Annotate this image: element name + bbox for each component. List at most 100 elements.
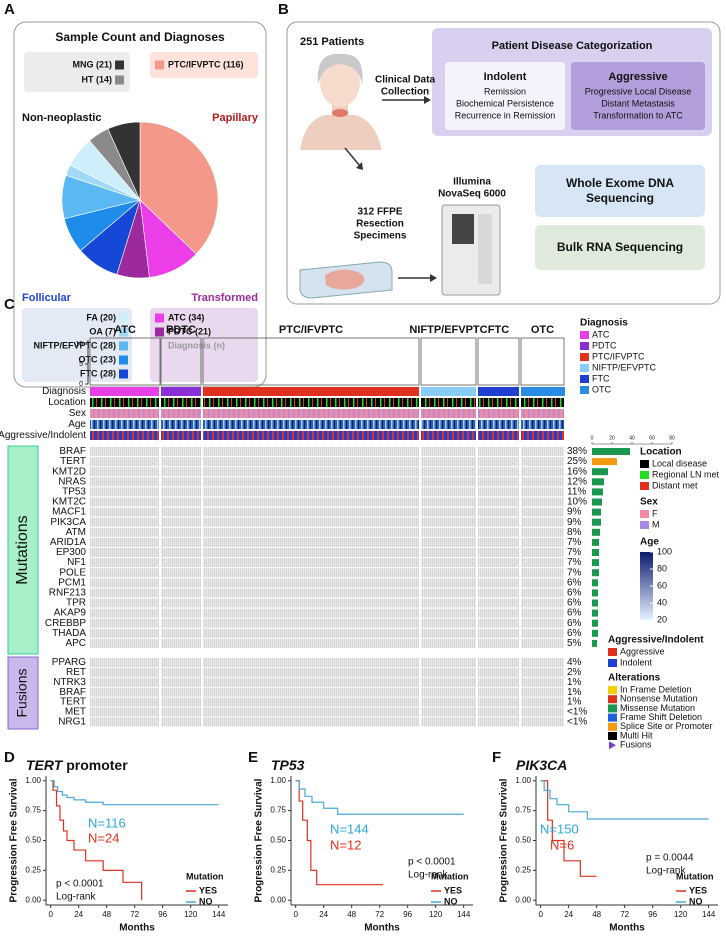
legend-label: Splice Site or Promoter [620, 721, 713, 731]
legend-label: HT (14) [81, 74, 112, 84]
n-label: N=6 [550, 837, 574, 852]
legend-swatch [119, 327, 128, 337]
legend-title: Age [640, 537, 659, 548]
legend-swatch [580, 353, 589, 361]
group-header: ATC [114, 324, 136, 336]
legend-label: NIFTP/EFVPTC (28) [33, 340, 116, 350]
n-label: N=12 [330, 837, 361, 852]
y-tick-label: 0.50 [515, 836, 531, 845]
mutation-row [90, 497, 564, 507]
track-label: Location [48, 397, 86, 408]
gene-label: BRAF [59, 687, 86, 698]
pct-label: 6% [567, 608, 582, 619]
diagnosis-track [203, 387, 420, 396]
count-tick-label: 10 [75, 341, 83, 348]
mutation-row [90, 608, 564, 618]
y-tick-label: 0.75 [25, 806, 41, 815]
legend-swatch [609, 741, 616, 750]
km-title: PIK3CA [516, 757, 567, 773]
gene-label: TP53 [62, 487, 86, 498]
legend-label: NO [199, 896, 213, 906]
pct-label: 16% [567, 466, 587, 477]
pct-bar [592, 589, 598, 597]
legend-label: FA (20) [86, 312, 116, 322]
pct-label: 6% [567, 628, 582, 639]
pct-label: 8% [567, 527, 582, 538]
pct-bar [592, 559, 599, 567]
mutation-row [90, 628, 564, 638]
km-title-rest: promoter [62, 757, 128, 773]
x-tick-label: 144 [212, 910, 226, 919]
legend-swatch [119, 341, 128, 351]
group-frame [477, 337, 520, 386]
wes-label: Whole Exome DNA [566, 176, 674, 190]
legend-label: In Frame Deletion [620, 684, 692, 694]
pct-label: 6% [567, 577, 582, 588]
patient-head [320, 57, 360, 107]
track-label: Sex [69, 408, 86, 419]
legend-title: Diagnosis [580, 318, 628, 329]
mutation-row [90, 447, 564, 456]
indolent-item: Recurrence in Remission [455, 110, 556, 120]
gene-label: PCM1 [58, 577, 86, 588]
p-value: p = 0.0044 [646, 853, 694, 864]
legend-label: F [652, 508, 658, 518]
legend-box [22, 308, 132, 382]
legend-title: Alterations [608, 673, 661, 684]
x-tick-label: 72 [620, 910, 629, 919]
legend-swatch [155, 327, 164, 337]
pct-bar [592, 599, 598, 607]
mutation-row [90, 558, 564, 568]
legend-label: Frame Shift Deletion [620, 712, 702, 722]
legend-swatch [119, 355, 128, 365]
x-axis-label: Months [364, 923, 400, 934]
legend-label: ATC [592, 329, 610, 339]
mutation-row [90, 507, 564, 517]
legend-swatch [640, 510, 649, 518]
x-tick-label: 24 [74, 910, 83, 919]
side-label: Mutations [14, 515, 31, 584]
pct-label: 7% [567, 557, 582, 568]
y-tick-label: 0.25 [515, 865, 531, 874]
legend-swatch [115, 75, 124, 85]
legend-label: M [652, 519, 660, 529]
km-title: TERT promoter [26, 757, 128, 773]
legend-swatch [155, 60, 164, 70]
legend-label: PTC/IFVPTC (116) [168, 59, 244, 69]
mutation-row [90, 477, 564, 487]
legend-label: OTC [592, 384, 611, 394]
clinical-label: Collection [381, 87, 429, 98]
fusion-row [90, 697, 564, 707]
legend-swatch [580, 375, 589, 383]
km-curve [50, 780, 143, 901]
pct-label: 9% [567, 517, 582, 528]
mutation-row [90, 548, 564, 557]
pct-bar [592, 538, 599, 546]
gene-label: EP300 [56, 547, 86, 558]
legend-label: Distant met [652, 480, 698, 490]
diagnosis-track [421, 387, 477, 396]
annotation-track [90, 409, 564, 418]
pct-tick-label: 20 [609, 435, 615, 441]
pct-bar [592, 639, 597, 647]
patient-hair [317, 53, 363, 85]
legend-label: PDTC [592, 340, 617, 350]
group-label: Non-neoplastic [22, 112, 101, 124]
group-header: OTC [531, 324, 554, 336]
pct-tick-label: 80 [669, 435, 675, 441]
km-title: TP53 [271, 757, 305, 773]
count-tick-label: 0 [79, 381, 83, 388]
aggressive-item: Distant Metastasis [601, 98, 675, 108]
test-label: Log-rank [646, 866, 686, 877]
fusion-row [90, 717, 564, 727]
diagnosis-track [90, 387, 161, 396]
pct-label: 9% [567, 507, 582, 518]
km-curve [50, 780, 219, 806]
gene-label: TERT [60, 697, 86, 708]
legend-swatch [580, 364, 589, 372]
diagnosis-track [478, 387, 520, 396]
gene-label: BRAF [59, 446, 86, 457]
group-frame [89, 337, 161, 386]
pct-bar [592, 488, 603, 496]
